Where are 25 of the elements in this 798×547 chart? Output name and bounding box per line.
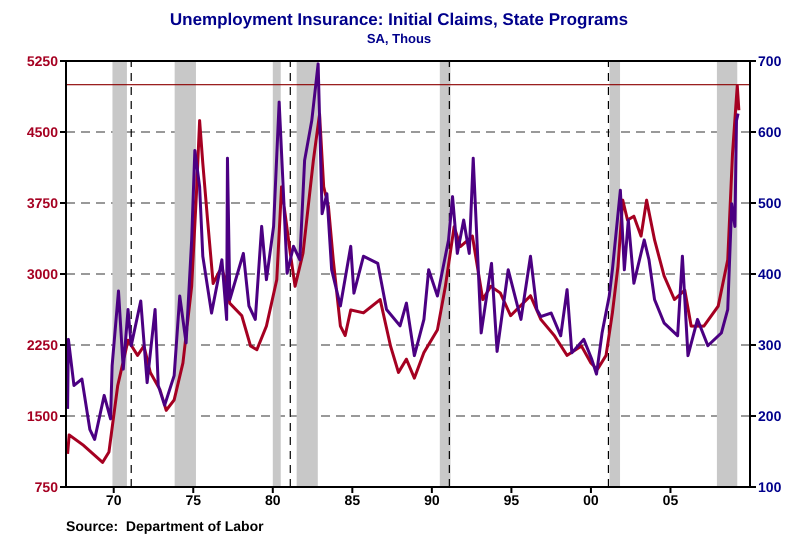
- x-tick-label: 85: [344, 492, 360, 508]
- chart-title: Unemployment Insurance: Initial Claims, State Programs: [168, 10, 630, 30]
- x-tick-label: 80: [265, 492, 281, 508]
- y2-tick-label: 300: [758, 336, 782, 353]
- y2-tick-label: 200: [758, 408, 782, 424]
- y-tick-label: 3000: [26, 266, 58, 282]
- y-tick-label: 1500: [26, 408, 58, 424]
- x-tick-label: 00: [583, 492, 599, 508]
- y-tick-label: 5250: [26, 52, 58, 69]
- y2-tick-label: 700: [758, 52, 782, 69]
- x-tick-label: 90: [424, 492, 440, 508]
- x-tick-label: 70: [106, 492, 122, 508]
- y-tick-label: 2250: [26, 336, 58, 353]
- y-tick-label: 4500: [26, 124, 58, 140]
- x-tick-label: 95: [504, 492, 520, 508]
- y2-tick-label: 400: [758, 266, 782, 282]
- x-tick-label: 75: [185, 492, 202, 508]
- y-tick-label: 750: [34, 478, 58, 495]
- chart-subtitle: SA, Thous: [366, 31, 432, 46]
- y2-tick-label: 600: [758, 124, 782, 140]
- x-tick-label: 05: [662, 492, 678, 508]
- y2-tick-label: 500: [758, 194, 782, 211]
- y-tick-label: 3750: [26, 194, 58, 211]
- source-note: Source: Department of Labor: [66, 518, 264, 534]
- y2-tick-label: 100: [758, 478, 782, 495]
